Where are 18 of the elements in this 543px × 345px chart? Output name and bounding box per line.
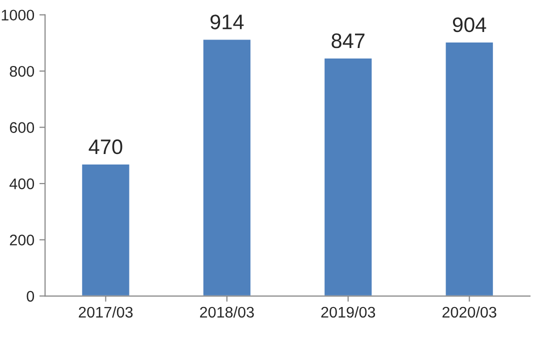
y-tick-label: 800 [10,66,34,77]
x-tick-label: 2019/03 [321,306,376,318]
x-tick-label: 2018/03 [200,306,254,318]
x-tick-label: 2017/03 [78,306,133,318]
x-tick-label: 2020/03 [442,306,496,318]
bar [202,38,252,296]
bar [444,41,494,296]
bar [80,163,131,296]
y-tick-label: 200 [10,234,34,246]
bar [323,57,374,296]
data-label: 914 [210,14,244,30]
data-label: 847 [332,33,364,48]
data-label: 904 [452,17,486,32]
y-tick-label: 0 [26,290,34,302]
y-tick-label: 600 [10,122,34,133]
y-tick-label: 400 [10,178,34,190]
data-label: 470 [88,139,122,154]
y-tick-label: 1000 [2,10,34,21]
